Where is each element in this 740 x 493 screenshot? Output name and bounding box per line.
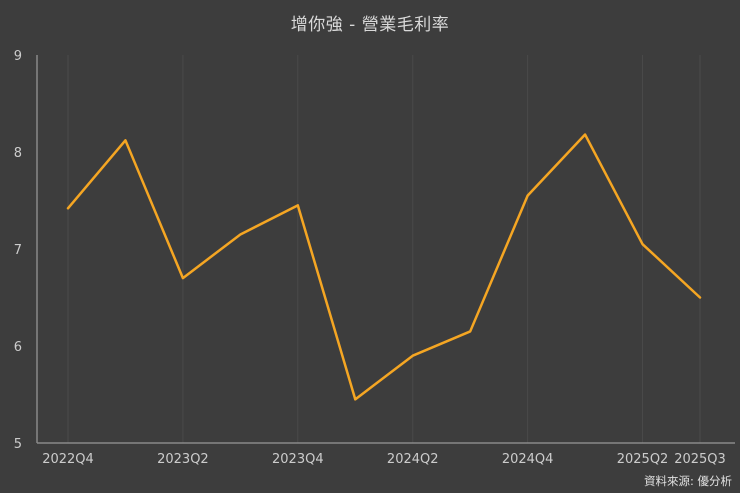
x-tick-label: 2025Q2 (617, 452, 669, 467)
y-tick-label: 6 (14, 340, 22, 355)
x-tick-label: 2024Q2 (387, 452, 439, 467)
y-tick-label: 8 (14, 146, 22, 161)
series-line (66, 133, 702, 401)
y-tick-label: 5 (14, 437, 22, 452)
x-tick-label: 2024Q4 (502, 452, 554, 467)
x-tick-label: 2023Q2 (157, 452, 209, 467)
x-tick-label: 2022Q4 (42, 452, 94, 467)
y-tick-label: 9 (14, 49, 22, 64)
source-attribution: 資料來源: 優分析 (643, 474, 732, 488)
x-tick-label: 2023Q4 (272, 452, 324, 467)
chart-title: 增你強 - 營業毛利率 (290, 15, 450, 35)
x-tick-label: 2025Q3 (674, 452, 726, 467)
y-tick-label: 7 (14, 243, 22, 258)
